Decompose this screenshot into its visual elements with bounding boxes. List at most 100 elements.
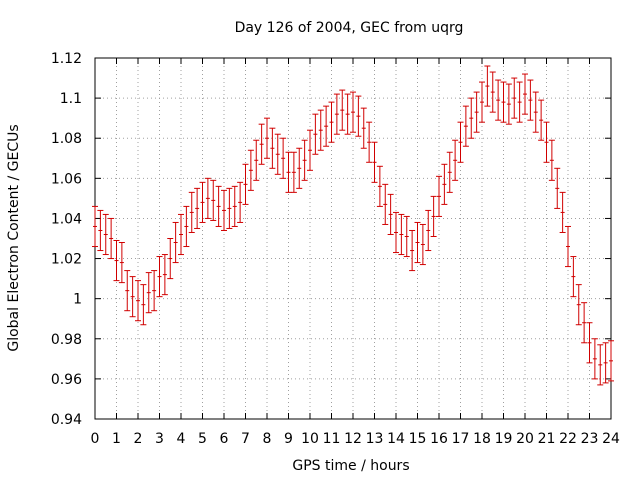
y-axis-label: Global Electron Content / GECUs <box>6 124 22 351</box>
error-bar <box>156 256 163 298</box>
error-bar <box>441 163 448 205</box>
error-bar <box>172 221 179 264</box>
error-bar <box>301 139 308 181</box>
y-tick-label: 0.94 <box>51 412 82 428</box>
x-tick-label: 3 <box>155 431 164 447</box>
x-axis-label: GPS time / hours <box>292 458 409 474</box>
error-bar <box>393 211 399 254</box>
axis-ticks <box>94 57 612 420</box>
error-bar <box>414 221 421 264</box>
error-bar <box>323 105 330 147</box>
x-tick-label: 4 <box>177 431 186 447</box>
y-tick-label: 1.02 <box>51 252 82 268</box>
x-tick-label: 21 <box>538 431 556 447</box>
error-bar <box>317 109 324 151</box>
error-bar <box>527 79 534 121</box>
error-bar <box>597 344 604 386</box>
error-bar <box>436 175 442 217</box>
x-tick-label: 11 <box>323 431 341 447</box>
x-tick-label: 0 <box>91 431 100 447</box>
error-bar <box>409 229 416 272</box>
x-tick-label: 6 <box>220 431 229 447</box>
error-bar <box>264 117 270 159</box>
y-tick-label: 1 <box>73 292 82 308</box>
error-bar <box>328 101 335 143</box>
x-tick-label: 8 <box>263 431 272 447</box>
error-bar <box>188 191 195 233</box>
error-bar <box>333 93 340 135</box>
error-bar <box>489 71 496 113</box>
error-bar <box>462 105 469 147</box>
y-tick-label: 1.06 <box>51 171 82 187</box>
error-bar <box>505 83 512 125</box>
error-bar <box>231 185 238 227</box>
x-tick-label: 12 <box>344 431 362 447</box>
error-bar <box>366 121 373 163</box>
x-tick-label: 23 <box>581 431 599 447</box>
x-tick-label: 20 <box>516 431 534 447</box>
error-bar <box>495 79 502 121</box>
error-bar <box>484 65 491 107</box>
error-bar <box>403 215 410 258</box>
error-bar <box>344 93 351 135</box>
error-bar <box>554 167 561 209</box>
error-bar <box>151 270 158 312</box>
error-bar <box>516 81 523 123</box>
error-bar <box>565 225 571 268</box>
error-bar <box>274 133 281 175</box>
error-bar <box>204 177 211 219</box>
x-tick-label: 24 <box>602 431 620 447</box>
y-tick-label: 0.98 <box>51 332 82 348</box>
error-bar <box>575 284 582 326</box>
error-bar <box>548 139 555 181</box>
x-tick-label: 7 <box>241 431 250 447</box>
error-bar <box>602 342 609 384</box>
tick-labels: 0 1 2 3 4 5 6 7 8 9 10 11 12 13 14 15 16 17 18 19 20 21 22 23 24… <box>51 51 620 447</box>
error-bar <box>355 95 362 137</box>
error-bar <box>285 151 292 193</box>
error-bar <box>339 89 346 131</box>
error-bar <box>307 129 313 171</box>
error-bar <box>500 81 507 123</box>
chart-title: Day 126 of 2004, GEC from uqrg <box>235 20 464 36</box>
error-bar <box>468 97 475 139</box>
x-tick-label: 17 <box>452 431 470 447</box>
error-bar <box>371 141 378 183</box>
y-tick-label: 1.1 <box>60 91 82 107</box>
error-bar <box>425 209 432 252</box>
error-bar <box>522 73 528 115</box>
error-bar <box>92 205 98 248</box>
error-bar <box>247 149 254 191</box>
error-bar <box>559 191 566 233</box>
x-tick-label: 15 <box>409 431 427 447</box>
error-bar <box>145 272 152 314</box>
x-tick-label: 1 <box>112 431 121 447</box>
x-tick-label: 14 <box>387 431 405 447</box>
y-tick-label: 1.08 <box>51 131 82 147</box>
x-tick-label: 9 <box>284 431 293 447</box>
error-bar <box>479 81 485 123</box>
x-tick-label: 22 <box>559 431 577 447</box>
error-bar <box>221 189 227 231</box>
data-series <box>92 65 614 386</box>
error-bar <box>457 121 464 163</box>
error-bar <box>194 187 201 229</box>
error-bar <box>113 240 120 282</box>
error-bar <box>118 242 125 284</box>
x-tick-label: 5 <box>198 431 207 447</box>
error-bar <box>446 151 453 193</box>
error-bar <box>199 181 206 223</box>
error-bar <box>226 187 233 229</box>
error-bar <box>350 91 356 133</box>
error-bar <box>543 121 550 163</box>
x-tick-label: 2 <box>134 431 143 447</box>
error-bar <box>97 209 104 252</box>
error-bar <box>591 338 598 380</box>
error-bar <box>586 322 593 364</box>
error-bar <box>608 340 614 382</box>
error-bar <box>178 213 184 256</box>
error-bar <box>581 302 588 344</box>
error-bar <box>269 127 276 169</box>
y-tick-label: 1.12 <box>51 51 82 67</box>
